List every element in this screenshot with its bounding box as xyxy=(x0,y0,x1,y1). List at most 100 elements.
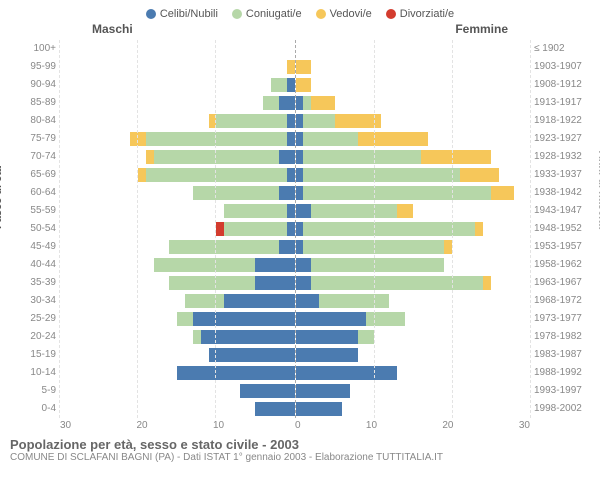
bar-row xyxy=(296,40,531,58)
age-label: 95-99 xyxy=(8,58,56,76)
age-label: 45-49 xyxy=(8,238,56,256)
age-label: 50-54 xyxy=(8,220,56,238)
bar-row xyxy=(60,58,295,76)
legend-label: Divorziati/e xyxy=(400,8,454,20)
age-label: 10-14 xyxy=(8,364,56,382)
birth-label: 1903-1907 xyxy=(534,58,592,76)
bar-segment xyxy=(421,150,491,164)
bar-segment xyxy=(287,168,295,182)
bar-segment xyxy=(303,96,311,110)
bar-segment xyxy=(303,222,475,236)
bar-row xyxy=(296,148,531,166)
chart-subtitle: COMUNE DI SCLAFANI BAGNI (PA) - Dati IST… xyxy=(10,452,590,463)
age-label: 40-44 xyxy=(8,256,56,274)
bar-segment xyxy=(193,330,201,344)
birth-label: ≤ 1902 xyxy=(534,40,592,58)
male-half xyxy=(60,40,296,418)
bar-segment xyxy=(169,240,278,254)
bar-segment xyxy=(287,78,295,92)
bar-segment xyxy=(279,186,295,200)
bar-segment xyxy=(358,132,428,146)
x-tick: 30 xyxy=(519,420,530,431)
age-label: 25-29 xyxy=(8,310,56,328)
chart-title: Popolazione per età, sesso e stato civil… xyxy=(10,437,590,452)
bar-row xyxy=(296,238,531,256)
birth-label: 1923-1927 xyxy=(534,130,592,148)
bar-row xyxy=(296,58,531,76)
bar-segment xyxy=(296,312,366,326)
bar-segment xyxy=(366,312,405,326)
birth-label: 1993-1997 xyxy=(534,382,592,400)
bar-segment xyxy=(263,96,279,110)
bar-row xyxy=(296,166,531,184)
bar-row xyxy=(60,346,295,364)
birth-label: 1963-1967 xyxy=(534,274,592,292)
age-label: 65-69 xyxy=(8,166,56,184)
bar-segment xyxy=(201,330,295,344)
bar-segment xyxy=(279,240,295,254)
legend-label: Coniugati/e xyxy=(246,8,302,20)
bar-row xyxy=(296,76,531,94)
bar-row xyxy=(60,274,295,292)
legend-swatch xyxy=(316,9,326,19)
bar-segment xyxy=(287,222,295,236)
bar-row xyxy=(60,400,295,418)
bar-segment xyxy=(296,366,398,380)
bar-segment xyxy=(475,222,483,236)
bar-row xyxy=(296,400,531,418)
bar-segment xyxy=(209,114,217,128)
legend-item: Celibi/Nubili xyxy=(146,8,218,20)
bar-row xyxy=(296,364,531,382)
age-label: 35-39 xyxy=(8,274,56,292)
bar-segment xyxy=(303,186,491,200)
bar-segment xyxy=(397,204,413,218)
bar-row xyxy=(296,256,531,274)
bar-segment xyxy=(279,150,295,164)
header-female: Femmine xyxy=(455,22,508,36)
x-tick: 20 xyxy=(442,420,453,431)
birth-label: 1968-1972 xyxy=(534,292,592,310)
bar-segment xyxy=(296,330,359,344)
bar-segment xyxy=(146,168,287,182)
bar-row xyxy=(60,256,295,274)
birth-label: 1988-1992 xyxy=(534,364,592,382)
bar-segment xyxy=(255,276,294,290)
column-headers: Maschi Femmine xyxy=(0,22,600,40)
bar-segment xyxy=(146,150,154,164)
bar-row xyxy=(60,40,295,58)
bar-segment xyxy=(303,240,444,254)
x-tick: 20 xyxy=(136,420,147,431)
age-label: 20-24 xyxy=(8,328,56,346)
age-label: 80-84 xyxy=(8,112,56,130)
birth-label: 1958-1962 xyxy=(534,256,592,274)
bar-segment xyxy=(296,150,304,164)
legend-swatch xyxy=(232,9,242,19)
birth-label: 1973-1977 xyxy=(534,310,592,328)
age-label: 5-9 xyxy=(8,382,56,400)
birth-label: 1983-1987 xyxy=(534,346,592,364)
chart: Fasce di età Anni di nascita 100+95-9990… xyxy=(0,40,600,418)
age-label: 75-79 xyxy=(8,130,56,148)
birth-label: 1928-1932 xyxy=(534,148,592,166)
age-label: 30-34 xyxy=(8,292,56,310)
bar-segment xyxy=(287,132,295,146)
bar-row xyxy=(296,112,531,130)
bar-row xyxy=(296,292,531,310)
bar-segment xyxy=(319,294,389,308)
bar-row xyxy=(60,148,295,166)
bar-segment xyxy=(296,114,304,128)
age-label: 100+ xyxy=(8,40,56,58)
bar-segment xyxy=(138,168,146,182)
bar-row xyxy=(296,346,531,364)
y-label-right: Anni di nascita xyxy=(596,151,600,229)
age-label: 55-59 xyxy=(8,202,56,220)
bar-row xyxy=(60,382,295,400)
bar-segment xyxy=(154,258,256,272)
bar-segment xyxy=(193,312,295,326)
birth-label: 1938-1942 xyxy=(534,184,592,202)
bar-row xyxy=(296,220,531,238)
bar-row xyxy=(296,184,531,202)
bar-segment xyxy=(296,132,304,146)
x-axis: 3020100 0102030 xyxy=(0,418,600,431)
bar-segment xyxy=(296,168,304,182)
